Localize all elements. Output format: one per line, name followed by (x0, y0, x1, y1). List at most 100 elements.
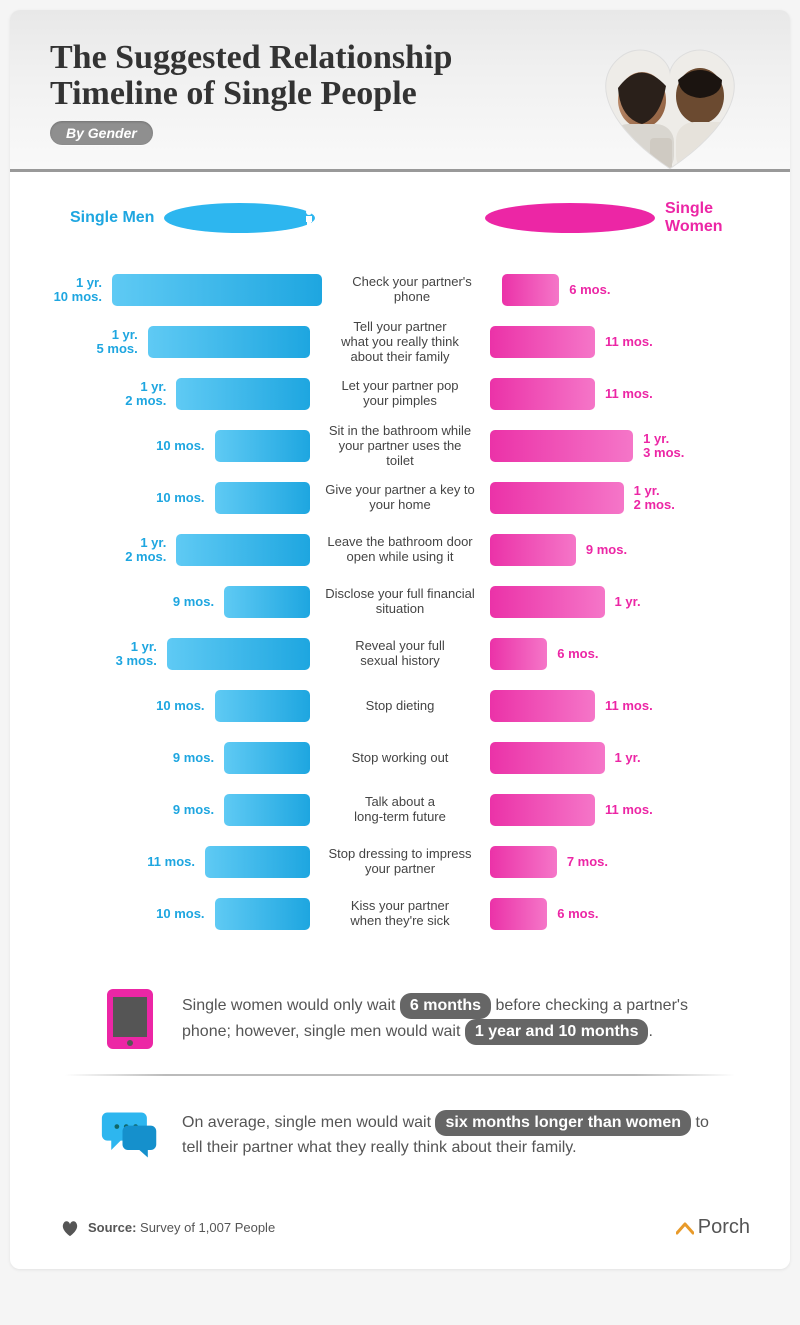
row-label: Let your partner popyour pimples (310, 379, 490, 409)
women-value: 1 yr. 2 mos. (634, 484, 686, 513)
men-value: 1 yr. 3 mos. (105, 640, 157, 669)
men-bar (112, 274, 322, 306)
title-line2: Timeline of Single People (50, 75, 417, 112)
men-value: 10 mos. (153, 491, 205, 505)
women-bar (490, 482, 624, 514)
row-label: Stop dieting (310, 699, 490, 714)
diverging-bar-chart: 1 yr. 10 mos. Check your partner'sphone 6 … (10, 254, 790, 964)
chart-row: 10 mos.Stop dieting11 mos. (50, 680, 750, 732)
brand-logo: Porch (676, 1216, 750, 1239)
legend: Single Men Single Women (10, 172, 790, 254)
heart-icon (60, 1219, 80, 1237)
highlight: 6 months (400, 993, 491, 1019)
men-value: 9 mos. (162, 803, 214, 817)
row-label: Tell your partnerwhat you really thinkab… (310, 320, 490, 365)
women-bar (490, 794, 595, 826)
source: Source: Survey of 1,007 People (60, 1219, 275, 1237)
men-bar (215, 690, 310, 722)
women-bar (490, 586, 605, 618)
women-value: 7 mos. (567, 855, 619, 869)
women-bar (490, 378, 595, 410)
chart-row: 10 mos. Kiss your partnerwhen they're sic… (50, 888, 750, 940)
women-bar (490, 898, 547, 930)
men-bar (205, 846, 310, 878)
row-label: Sit in the bathroom whileyour partner us… (310, 424, 490, 469)
footer: Source: Survey of 1,007 People Porch (10, 1186, 790, 1269)
chart-row: 10 mos. Sit in the bathroom whileyour par… (50, 420, 750, 472)
divider (65, 1074, 735, 1076)
legend-men: Single Men (70, 203, 315, 233)
women-bar (490, 742, 605, 774)
row-label: Check your partner'sphone (322, 275, 502, 305)
men-value: 10 mos. (153, 699, 205, 713)
women-value: 9 mos. (586, 543, 638, 557)
chart-row: 9 mos. Talk about along-term future 11 mos… (50, 784, 750, 836)
women-value: 1 yr. (615, 751, 667, 765)
header: The Suggested Relationship Timeline of S… (10, 10, 790, 172)
men-bar (167, 638, 310, 670)
chart-row: 9 mos. Stop working out 1 yr. (50, 732, 750, 784)
men-bar (215, 898, 310, 930)
men-value: 1 yr. 2 mos. (114, 536, 166, 565)
callout-family: On average, single men would wait six mo… (10, 1080, 790, 1186)
men-value: 1 yr. 5 mos. (86, 328, 138, 357)
row-label: Talk about along-term future (310, 795, 490, 825)
men-value: 9 mos. (162, 751, 214, 765)
title-line1: The Suggested Relationship (50, 39, 452, 76)
chart-row: 1 yr. 5 mos. Tell your partnerwhat you re… (50, 316, 750, 368)
male-icon (164, 203, 315, 233)
men-bar (224, 742, 310, 774)
women-value: 6 mos. (557, 647, 609, 661)
title: The Suggested Relationship Timeline of S… (50, 40, 470, 111)
tablet-icon (100, 984, 160, 1054)
women-value: 6 mos. (557, 907, 609, 921)
row-label: Kiss your partnerwhen they're sick (310, 899, 490, 929)
chart-row: 1 yr. 3 mos.Reveal your fullsexual histo… (50, 628, 750, 680)
row-label: Disclose your full financialsituation (310, 587, 490, 617)
highlight: six months longer than women (435, 1110, 691, 1136)
female-icon (485, 203, 655, 233)
chart-row: 1 yr. 10 mos. Check your partner'sphone 6 … (50, 264, 750, 316)
men-bar (215, 430, 310, 462)
callout-phone-text: Single women would only wait 6 months be… (182, 993, 730, 1045)
women-value: 6 mos. (569, 283, 621, 297)
women-value: 11 mos. (605, 335, 657, 349)
women-bar (490, 534, 576, 566)
hero-heart-image (580, 28, 760, 178)
chat-icon (100, 1100, 160, 1170)
callout-family-text: On average, single men would wait six mo… (182, 1110, 730, 1160)
callout-phone: Single women would only wait 6 months be… (10, 964, 790, 1070)
men-bar (148, 326, 310, 358)
chart-row: 11 mos.Stop dressing to impressyour part… (50, 836, 750, 888)
chart-row: 1 yr. 2 mos.Leave the bathroom dooropen … (50, 524, 750, 576)
women-bar (490, 430, 633, 462)
porch-roof-icon (676, 1221, 694, 1235)
men-bar (176, 378, 310, 410)
men-bar (224, 586, 310, 618)
men-bar (215, 482, 310, 514)
women-bar (490, 690, 595, 722)
men-bar (224, 794, 310, 826)
highlight: 1 year and 10 months (465, 1019, 649, 1045)
women-value: 11 mos. (605, 387, 657, 401)
women-bar (490, 638, 547, 670)
women-bar (490, 326, 595, 358)
legend-men-label: Single Men (70, 209, 154, 227)
women-value: 1 yr. (615, 595, 667, 609)
men-value: 10 mos. (153, 907, 205, 921)
men-bar (176, 534, 310, 566)
legend-women: Single Women (315, 200, 730, 236)
chart-row: 10 mos. Give your partner a key toyour ho… (50, 472, 750, 524)
chart-row: 9 mos.Disclose your full financialsituat… (50, 576, 750, 628)
row-label: Give your partner a key toyour home (310, 483, 490, 513)
women-value: 11 mos. (605, 803, 657, 817)
women-value: 1 yr. 3 mos. (643, 432, 695, 461)
men-value: 11 mos. (143, 855, 195, 869)
women-bar (490, 846, 557, 878)
men-value: 10 mos. (153, 439, 205, 453)
row-label: Stop working out (310, 751, 490, 766)
men-value: 1 yr. 2 mos. (114, 380, 166, 409)
chart-row: 1 yr. 2 mos. Let your partner popyour pim… (50, 368, 750, 420)
infographic-card: The Suggested Relationship Timeline of S… (10, 10, 790, 1269)
men-value: 1 yr. 10 mos. (50, 276, 102, 305)
